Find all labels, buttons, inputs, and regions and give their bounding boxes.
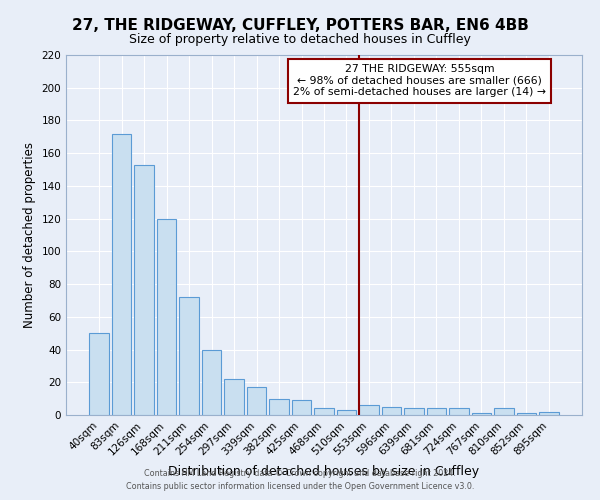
- Bar: [89, 333, 109, 415]
- Bar: [134, 164, 154, 415]
- Bar: [427, 408, 446, 415]
- Bar: [494, 408, 514, 415]
- Bar: [157, 218, 176, 415]
- Bar: [269, 398, 289, 415]
- Text: Contains HM Land Registry data © Crown copyright and database right 2024.: Contains HM Land Registry data © Crown c…: [144, 469, 456, 478]
- Bar: [314, 408, 334, 415]
- Text: Contains public sector information licensed under the Open Government Licence v3: Contains public sector information licen…: [126, 482, 474, 491]
- Bar: [337, 410, 356, 415]
- Bar: [247, 387, 266, 415]
- Bar: [224, 379, 244, 415]
- Bar: [382, 407, 401, 415]
- Bar: [292, 400, 311, 415]
- Bar: [359, 405, 379, 415]
- Bar: [517, 414, 536, 415]
- Bar: [539, 412, 559, 415]
- Bar: [179, 297, 199, 415]
- X-axis label: Distribution of detached houses by size in Cuffley: Distribution of detached houses by size …: [169, 465, 479, 478]
- Bar: [449, 408, 469, 415]
- Text: 27, THE RIDGEWAY, CUFFLEY, POTTERS BAR, EN6 4BB: 27, THE RIDGEWAY, CUFFLEY, POTTERS BAR, …: [71, 18, 529, 32]
- Bar: [404, 408, 424, 415]
- Y-axis label: Number of detached properties: Number of detached properties: [23, 142, 36, 328]
- Bar: [472, 414, 491, 415]
- Bar: [112, 134, 131, 415]
- Bar: [202, 350, 221, 415]
- Text: 27 THE RIDGEWAY: 555sqm
← 98% of detached houses are smaller (666)
2% of semi-de: 27 THE RIDGEWAY: 555sqm ← 98% of detache…: [293, 64, 546, 97]
- Text: Size of property relative to detached houses in Cuffley: Size of property relative to detached ho…: [129, 32, 471, 46]
